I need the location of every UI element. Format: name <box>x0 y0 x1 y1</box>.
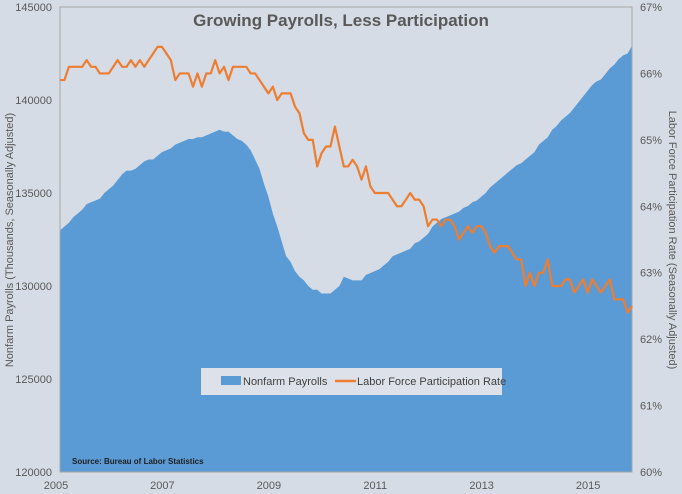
right-tick-label: 62% <box>640 334 662 346</box>
legend: Nonfarm Payrolls Labor Force Participati… <box>201 368 506 395</box>
right-tick-label: 61% <box>640 401 662 413</box>
legend-label-payrolls: Nonfarm Payrolls <box>243 376 328 388</box>
left-tick-label: 135000 <box>15 188 52 200</box>
right-tick-label: 63% <box>640 268 662 280</box>
right-tick-label: 66% <box>640 68 662 80</box>
right-axis-ticks: 67% 66% 65% 64% 63% 62% 61% 60% <box>640 2 662 479</box>
source-note: Source: Bureau of Labor Statistics <box>72 457 204 466</box>
x-tick-label: 2007 <box>150 480 174 492</box>
chart-title: Growing Payrolls, Less Participation <box>193 11 489 30</box>
left-tick-label: 140000 <box>15 95 52 107</box>
payrolls-area <box>60 46 632 473</box>
right-tick-label: 60% <box>640 467 662 479</box>
left-axis-ticks: 145000 140000 135000 130000 125000 120000 <box>15 2 52 479</box>
legend-swatch-payrolls <box>221 376 241 385</box>
right-tick-label: 65% <box>640 135 662 147</box>
x-tick-label: 2009 <box>257 480 281 492</box>
left-axis-title: Nonfarm Payrolls (Thousands, Seasonally … <box>4 113 16 367</box>
x-tick-label: 2005 <box>44 480 68 492</box>
left-tick-label: 130000 <box>15 281 52 293</box>
participation-line <box>60 45 633 314</box>
participation-line-layer <box>60 45 633 314</box>
left-tick-label: 120000 <box>15 467 52 479</box>
x-tick-label: 2013 <box>469 480 493 492</box>
x-axis-ticks: 2005 2007 2009 2011 2013 2015 <box>44 480 601 492</box>
right-axis-title: Labor Force Participation Rate (Seasonal… <box>666 111 678 370</box>
left-tick-label: 145000 <box>15 2 52 14</box>
right-tick-label: 67% <box>640 2 662 14</box>
left-tick-label: 125000 <box>15 374 52 386</box>
plot-frame <box>59 6 633 473</box>
right-tick-label: 64% <box>640 201 662 213</box>
payrolls-area-layer <box>60 46 632 473</box>
legend-label-participation: Labor Force Participation Rate <box>357 376 506 388</box>
x-tick-label: 2015 <box>576 480 600 492</box>
x-tick-label: 2011 <box>363 480 387 492</box>
